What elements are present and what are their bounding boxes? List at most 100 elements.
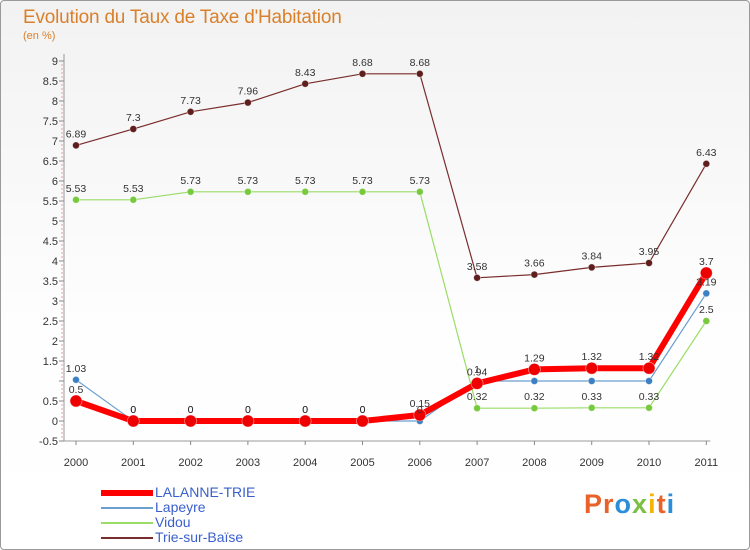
data-label-lapeyre: 0 (130, 404, 136, 416)
data-label-trie-sur-ba-se: 8.68 (410, 57, 431, 69)
data-label-lalanne-trie: 0 (130, 404, 136, 416)
axes: -0.5 0 0.5 1.5 2 2.5 3 3.5 4 4.5 5 5.5 6 6.5 7 7.5 8 8.5 9… (39, 54, 718, 469)
data-label-vidou: 5.73 (410, 175, 431, 187)
data-point-lalanne-trie (470, 376, 484, 390)
y-tick-label: 2 (52, 336, 58, 348)
data-label-lalanne-trie: 0.94 (467, 366, 488, 378)
data-point-trie-sur-ba-se (129, 125, 138, 133)
data-point-lalanne-trie (413, 408, 427, 422)
legend-swatch-lapeyre (101, 507, 153, 509)
data-point-vidou (186, 187, 195, 196)
y-tick-label: 3 (52, 296, 58, 308)
x-tick-label: 2009 (579, 457, 603, 469)
data-point-lalanne-trie (126, 414, 140, 428)
data-label-trie-sur-ba-se: 3.58 (467, 261, 488, 273)
data-label-lalanne-trie: 0 (245, 404, 251, 416)
data-label-lapeyre: 0 (417, 404, 423, 416)
data-label-lalanne-trie: 1.32 (639, 351, 660, 363)
data-labels: 6.89 7.3 7.73 7.96 8.43 8.68 8.68 3.58 3.66 3.84 3… (66, 57, 717, 416)
data-point-lalanne-trie (585, 361, 599, 375)
data-point-trie-sur-ba-se (243, 98, 252, 107)
data-label-trie-sur-ba-se: 3.84 (581, 250, 602, 262)
data-point-trie-sur-ba-se (645, 259, 653, 267)
logo-letter: i (648, 489, 657, 519)
y-tick-label: 5.5 (43, 196, 58, 208)
data-point-trie-sur-ba-se (415, 69, 424, 78)
y-tick-label: 6.5 (43, 156, 58, 168)
data-label-trie-sur-ba-se: 8.68 (352, 57, 373, 69)
series-line-lalanne-trie (73, 270, 710, 424)
data-label-lapeyre: 0 (360, 404, 366, 416)
y-tick-label: -0.5 (39, 436, 58, 448)
data-point-trie-sur-ba-se (473, 273, 482, 282)
y-tick-label: 4 (52, 256, 58, 268)
data-point-lapeyre (72, 375, 80, 384)
x-tick-label: 2011 (694, 457, 718, 469)
legend-label-vidou: Vidou (155, 514, 191, 530)
y-tick-label: 8.5 (43, 76, 58, 88)
x-tick-label: 2008 (522, 457, 546, 469)
data-label-lalanne-trie: 3.7 (699, 256, 714, 268)
x-tick-label: 2000 (64, 457, 88, 469)
data-point-lapeyre (645, 377, 653, 385)
logo-letter: P (584, 489, 604, 519)
data-label-vidou: 5.53 (123, 183, 144, 195)
y-tick-label: 0.5 (43, 396, 58, 408)
data-point-lalanne-trie (184, 414, 198, 428)
data-point-vidou (473, 404, 482, 413)
data-label-lalanne-trie: 0.15 (410, 398, 431, 410)
x-tick-label: 2010 (637, 457, 661, 469)
logo-letter: r (603, 489, 615, 519)
data-label-trie-sur-ba-se: 7.73 (180, 95, 201, 107)
x-tick-label: 2005 (350, 457, 374, 469)
data-label-vidou: 5.53 (66, 183, 87, 195)
legend-swatch-lalanne-trie (101, 490, 153, 496)
data-point-trie-sur-ba-se (587, 263, 596, 272)
logo-letter: i (666, 489, 676, 519)
data-label-trie-sur-ba-se: 8.43 (295, 67, 316, 79)
data-label-vidou: 5.73 (180, 175, 201, 187)
data-point-lapeyre (587, 377, 596, 385)
data-label-vidou: 0.33 (581, 391, 602, 403)
data-label-lalanne-trie: 0 (188, 404, 194, 416)
data-point-vidou (587, 403, 596, 412)
x-tick-label: 2003 (236, 457, 260, 469)
chart-subtitle: (en %) (23, 30, 56, 42)
x-tick-label: 2001 (121, 457, 145, 469)
data-label-vidou: 5.73 (295, 175, 316, 187)
legend-swatch-trie-sur-baise (101, 537, 153, 539)
data-point-lalanne-trie (356, 414, 369, 428)
data-label-vidou: 0.32 (524, 391, 545, 403)
data-point-lapeyre (702, 289, 711, 298)
data-label-trie-sur-ba-se: 6.89 (66, 128, 87, 140)
logo-letter: x (632, 489, 649, 519)
data-point-trie-sur-ba-se (72, 141, 80, 150)
legend-label-lapeyre: Lapeyre (155, 499, 206, 515)
series-line-vidou (75, 191, 707, 409)
proxiti-logo: Proxiti (584, 489, 675, 520)
chart-title: Evolution du Taux de Taxe d'Habitation (23, 7, 342, 28)
data-point-lalanne-trie (699, 266, 713, 280)
data-point-trie-sur-ba-se (186, 107, 195, 116)
x-tick-label: 2002 (178, 457, 202, 469)
data-label-vidou: 0.33 (639, 391, 660, 403)
y-tick-label: 0 (52, 416, 58, 428)
data-point-lalanne-trie (241, 414, 255, 428)
data-point-trie-sur-ba-se (301, 79, 310, 88)
y-tick-label: 1.5 (43, 356, 58, 368)
data-point-lalanne-trie (642, 361, 656, 375)
legend-label-lalanne-trie: LALANNE-TRIE (155, 484, 256, 500)
data-label-lalanne-trie: 0.5 (69, 384, 84, 396)
y-tick-label: 6 (52, 176, 58, 188)
data-point-lalanne-trie (69, 394, 83, 408)
data-label-lalanne-trie: 1.29 (524, 352, 545, 364)
data-point-trie-sur-ba-se (358, 69, 367, 78)
data-point-vidou (645, 403, 653, 412)
x-tick-label: 2007 (465, 457, 489, 469)
data-label-lapeyre: 0 (188, 404, 194, 416)
data-label-vidou: 5.73 (352, 175, 373, 187)
data-label-lalanne-trie: 0 (360, 404, 366, 416)
x-tick-label: 2006 (408, 457, 432, 469)
